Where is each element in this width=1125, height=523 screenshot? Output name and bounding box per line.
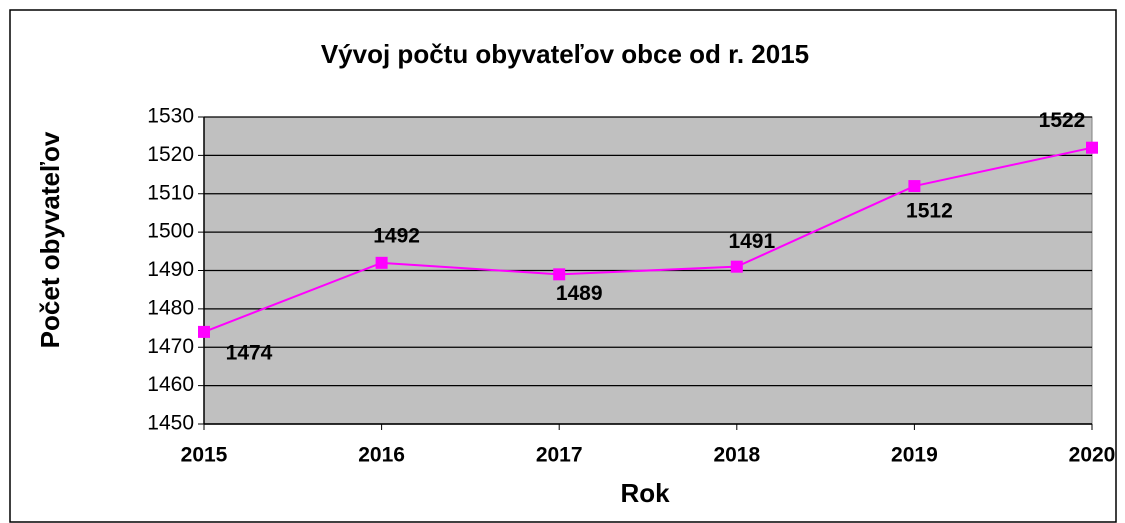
y-tick-label: 1450 [147, 412, 194, 435]
x-tick-label: 2020 [1069, 444, 1116, 467]
x-tick-label: 2015 [181, 444, 228, 467]
chart-title: Vývoj počtu obyvateľov obce od r. 2015 [321, 39, 809, 69]
point-marker [908, 180, 921, 193]
data-label: 1512 [906, 200, 953, 223]
data-label: 1489 [556, 282, 603, 305]
y-tick-label: 1500 [147, 220, 194, 243]
y-tick-label: 1480 [147, 296, 194, 319]
series-line [203, 146, 1093, 333]
x-tick-label: 2017 [536, 444, 583, 467]
y-tick-label: 1490 [147, 258, 194, 281]
data-label: 1491 [728, 230, 775, 253]
point-marker [375, 256, 388, 269]
x-tick-label: 2016 [358, 444, 405, 467]
y-tick-label: 1460 [147, 373, 194, 396]
x-axis-label: Rok [620, 478, 670, 508]
x-tick-label: 2019 [891, 444, 938, 467]
point-marker [198, 325, 210, 338]
point-marker [1086, 141, 1098, 154]
y-tick-label: 1470 [147, 335, 194, 358]
point-marker [730, 260, 743, 273]
data-label: 1474 [226, 341, 273, 364]
y-tick-label: 1510 [147, 181, 194, 204]
x-tick-label: 2018 [713, 444, 760, 467]
data-label: 1492 [373, 224, 420, 247]
point-marker [553, 268, 566, 281]
y-axis-label: Počet obyvateľov [35, 131, 65, 348]
y-tick-label: 1520 [147, 143, 194, 166]
y-tick-label: 1530 [147, 105, 194, 128]
data-label: 1522 [1039, 109, 1086, 132]
